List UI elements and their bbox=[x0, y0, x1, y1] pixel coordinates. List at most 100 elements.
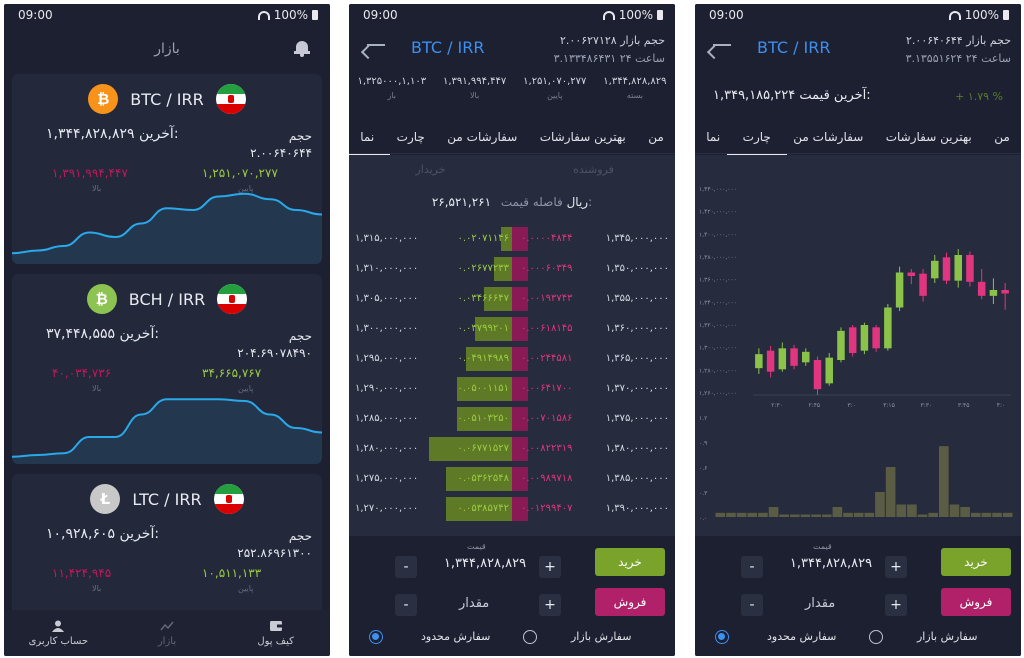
tab-chart[interactable]: چارت bbox=[726, 122, 788, 156]
buy-depth-bar bbox=[457, 407, 512, 431]
tab-mine[interactable]: من bbox=[648, 129, 664, 144]
tab-best-orders[interactable]: بهترین سفارشات bbox=[539, 129, 626, 144]
orderbook-row[interactable]: ۱,۳۰۰,۰۰۰,۰۰۰ ۰.۰۳۷۹۹۲۰۱ ۰.۰۰۶۱۸۱۴۵ ۱,۳۶… bbox=[349, 315, 675, 341]
qty-plus-button[interactable]: + bbox=[885, 594, 907, 616]
orderbook-row[interactable]: ۱,۲۸۵,۰۰۰,۰۰۰ ۰.۰۵۱۰۳۲۵۰ ۰.۰۰۷۰۱۵۸۶ ۱,۳۷… bbox=[349, 405, 675, 431]
orderbook-row[interactable]: ۱,۲۹۰,۰۰۰,۰۰۰ ۰.۰۵۰۰۱۱۵۱ ۰.۰۰۶۴۱۷۰۰ ۱,۳۷… bbox=[349, 375, 675, 401]
orderbook-row[interactable]: ۱,۳۱۰,۰۰۰,۰۰۰ ۰.۰۲۶۷۷۲۳۳ ۰.۰۰۰۶۰۳۴۹ ۱,۳۵… bbox=[349, 255, 675, 281]
tab-mine[interactable]: من bbox=[994, 129, 1010, 144]
buy-volume: ۰.۰۳۷۹۹۲۰۱ bbox=[457, 323, 509, 334]
wallet-icon bbox=[269, 620, 282, 631]
qty-plus-button[interactable]: + bbox=[539, 594, 561, 616]
sell-button[interactable]: فروش bbox=[595, 588, 665, 616]
iran-flag-icon bbox=[213, 484, 244, 514]
buy-price: ۱,۲۸۰,۰۰۰,۰۰۰ bbox=[355, 443, 419, 454]
sell-price: ۱,۳۵۵,۰۰۰,۰۰۰ bbox=[605, 293, 669, 304]
candle-body bbox=[848, 327, 857, 353]
market-card[interactable]: ₿ BCH / IRR ۳۷,۴۴۸,۵۵۵ آخرین: حجم ۲۰۴.۶۹۰… bbox=[12, 274, 322, 464]
last-price: ۱,۳۴۹,۱۸۵,۲۲۴ آخرین قیمت: bbox=[713, 88, 871, 103]
volume-bar bbox=[726, 512, 736, 517]
price-minus-button[interactable]: - bbox=[395, 556, 417, 578]
page-title: بازار bbox=[154, 41, 180, 57]
price-input[interactable]: ۱,۳۴۴,۸۲۸,۸۲۹ bbox=[789, 556, 873, 571]
price-input[interactable]: ۱,۳۴۴,۸۲۸,۸۲۹ bbox=[443, 556, 527, 571]
high-price: ۱,۳۹۱,۹۹۴,۴۴۷ bbox=[52, 166, 128, 180]
high-label: بالا bbox=[92, 584, 102, 593]
low-label: پایین bbox=[238, 384, 254, 393]
tab-view[interactable]: نما bbox=[349, 122, 391, 156]
candle-body bbox=[790, 348, 798, 366]
status-time: 09:00 bbox=[709, 8, 744, 22]
price-plus-button[interactable]: + bbox=[885, 556, 907, 578]
buy-button[interactable]: خرید bbox=[595, 548, 665, 576]
candle-body bbox=[907, 272, 916, 276]
tab-best-orders[interactable]: بهترین سفارشات bbox=[885, 129, 972, 144]
orderbook-row[interactable]: ۱,۲۷۵,۰۰۰,۰۰۰ ۰.۰۵۳۶۲۵۴۸ ۰.۰۰۹۸۹۷۱۸ ۱,۳۸… bbox=[349, 465, 675, 491]
y-tick-label: ۱,۳۶۰,۰۰۰,۰۰۰ bbox=[699, 277, 737, 284]
tab-my-orders[interactable]: سفارشات من bbox=[447, 129, 518, 144]
x-tick-label: ۳:۴۵ bbox=[958, 402, 970, 409]
tab-view[interactable]: نما bbox=[706, 129, 721, 144]
low-label: پایین bbox=[238, 184, 254, 193]
market-card[interactable]: ₿ BTC / IRR ۱,۳۴۴,۸۲۸,۸۲۹ آخرین: حجم ۲.۰۰… bbox=[12, 74, 322, 264]
qty-minus-button[interactable]: - bbox=[395, 594, 417, 616]
price-minus-button[interactable]: - bbox=[741, 556, 763, 578]
buy-price: ۱,۳۱۵,۰۰۰,۰۰۰ bbox=[355, 233, 419, 244]
buy-volume: ۰.۰۵۱۰۳۲۵۰ bbox=[457, 413, 509, 424]
wifi-icon bbox=[257, 10, 270, 20]
orderbook-row[interactable]: ۱,۳۱۵,۰۰۰,۰۰۰ ۰.۰۲۰۷۱۱۴۶ ۰.۰۰۰۰۴۸۴۴ ۱,۳۴… bbox=[349, 225, 675, 251]
buy-depth-bar bbox=[429, 437, 512, 461]
volume-bar bbox=[715, 512, 726, 517]
y-tick-label: ۱,۴۰۰,۰۰۰,۰۰۰ bbox=[699, 231, 737, 238]
price-plus-button[interactable]: + bbox=[539, 556, 561, 578]
x-tick-label: ۲:۴۵ bbox=[808, 402, 820, 409]
limit-order-label: سفارش محدود bbox=[767, 630, 837, 643]
bell-icon[interactable] bbox=[294, 39, 310, 57]
buy-price: ۱,۲۹۵,۰۰۰,۰۰۰ bbox=[355, 353, 419, 364]
limit-order-radio[interactable] bbox=[715, 630, 729, 644]
limit-order-radio[interactable] bbox=[369, 630, 383, 644]
volume-bar bbox=[1002, 512, 1013, 517]
orderbook-row[interactable]: ۱,۲۹۵,۰۰۰,۰۰۰ ۰.۰۴۹۱۴۹۸۹ ۰.۰۰۲۴۴۵۸۱ ۱,۳۶… bbox=[349, 345, 675, 371]
status-time: 09:00 bbox=[18, 8, 53, 22]
tab-chart[interactable]: چارت bbox=[396, 129, 425, 144]
nav-account[interactable]: حساب کاربری bbox=[13, 620, 103, 647]
nav-market[interactable]: بازار bbox=[122, 620, 212, 647]
market-order-radio[interactable] bbox=[523, 630, 537, 644]
buy-button[interactable]: خرید bbox=[941, 548, 1011, 576]
volume-bar bbox=[970, 512, 981, 517]
y-tick-label: ۱,۳۴۰,۰۰۰,۰۰۰ bbox=[699, 299, 737, 306]
y-tick-label: ۱,۲۸۰,۰۰۰,۰۰۰ bbox=[699, 367, 737, 374]
sell-depth-bar bbox=[512, 467, 528, 491]
buyer-header: خریدار bbox=[415, 163, 446, 176]
volume-bar bbox=[768, 507, 779, 517]
candle-body bbox=[755, 354, 763, 369]
qty-minus-button[interactable]: - bbox=[741, 594, 763, 616]
sparkline-line bbox=[12, 398, 322, 458]
seller-header: فروشنده bbox=[573, 163, 614, 176]
volume-bar bbox=[928, 512, 938, 517]
sell-button[interactable]: فروش bbox=[941, 588, 1011, 616]
back-arrow-icon[interactable] bbox=[367, 44, 385, 46]
qty-input[interactable]: مقدار bbox=[805, 596, 836, 611]
volume-bar bbox=[736, 512, 747, 517]
back-arrow-icon[interactable] bbox=[713, 44, 731, 46]
nav-wallet[interactable]: کیف پول bbox=[231, 620, 321, 647]
limit-order-label: سفارش محدود bbox=[421, 630, 491, 643]
volume-bar bbox=[949, 504, 960, 517]
orderbook-row[interactable]: ۱,۲۸۰,۰۰۰,۰۰۰ ۰.۰۶۷۷۱۵۲۷ ۰.۰۰۸۲۲۳۱۹ ۱,۳۸… bbox=[349, 435, 675, 461]
orderbook-row[interactable]: ۱,۲۷۰,۰۰۰,۰۰۰ ۰.۰۵۳۸۵۷۴۲ ۰.۰۱۲۹۹۴۰۷ ۱,۳۹… bbox=[349, 495, 675, 521]
buy-depth-bar bbox=[466, 347, 512, 371]
volume-bar bbox=[779, 514, 789, 517]
candlestick-chart[interactable]: ۱,۴۴۰,۰۰۰,۰۰۰ ۱,۴۲۰,۰۰۰,۰۰۰ ۱,۴۰۰,۰۰۰,۰۰۰ ۱… bbox=[695, 155, 1021, 536]
volume-bar bbox=[864, 512, 875, 517]
volume-bar bbox=[800, 514, 811, 517]
buy-volume: ۰.۰۵۰۰۱۱۵۱ bbox=[457, 383, 509, 394]
orderbook-row[interactable]: ۱,۳۰۵,۰۰۰,۰۰۰ ۰.۰۳۴۶۶۶۴۷ ۰.۰۰۱۹۳۷۴۳ ۱,۳۵… bbox=[349, 285, 675, 311]
battery-text: 100% bbox=[618, 8, 653, 22]
tab-bar: نما چارت سفارشات من بهترین سفارشات من bbox=[349, 120, 675, 156]
last-price: ۱۰,۹۲۸,۶۰۵ آخرین: bbox=[46, 526, 160, 542]
market-order-radio[interactable] bbox=[869, 630, 883, 644]
tab-my-orders[interactable]: سفارشات من bbox=[793, 129, 864, 144]
qty-input[interactable]: مقدار bbox=[459, 596, 490, 611]
